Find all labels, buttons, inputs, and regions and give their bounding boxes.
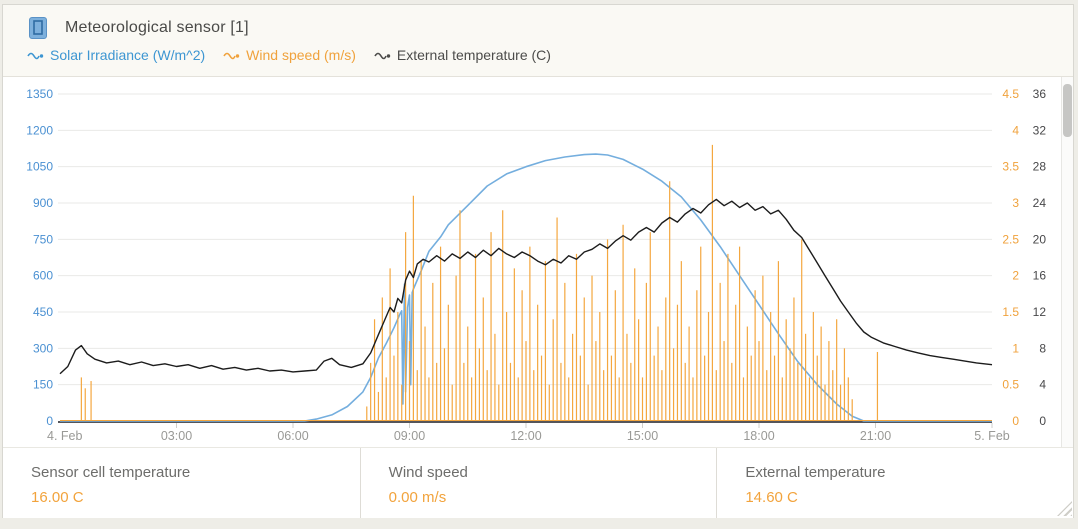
svg-text:900: 900 xyxy=(33,196,53,210)
svg-text:1200: 1200 xyxy=(26,123,53,137)
svg-text:3.5: 3.5 xyxy=(1002,160,1019,174)
stat-label: Wind speed xyxy=(388,464,468,481)
svg-text:4: 4 xyxy=(1039,378,1046,392)
svg-text:0: 0 xyxy=(1012,414,1019,428)
svg-text:36: 36 xyxy=(1033,87,1047,101)
legend-label: Solar Irradiance (W/m^2) xyxy=(50,47,206,63)
line-sample-icon xyxy=(27,52,44,60)
stat-external-temperature: External temperature 14.60 C xyxy=(716,448,1073,518)
chart-legend: Solar Irradiance (W/m^2) Wind speed (m/s… xyxy=(3,39,1073,63)
svg-text:4.5: 4.5 xyxy=(1002,87,1019,101)
stat-label: Sensor cell temperature xyxy=(31,464,191,481)
legend-label: Wind speed (m/s) xyxy=(246,47,356,63)
scrollbar-thumb[interactable] xyxy=(1063,84,1072,137)
svg-text:8: 8 xyxy=(1039,341,1046,355)
stat-value: 16.00 C xyxy=(31,489,84,506)
stat-value: 14.60 C xyxy=(745,489,798,506)
line-sample-icon xyxy=(223,52,240,60)
svg-text:03:00: 03:00 xyxy=(161,429,192,443)
svg-text:3: 3 xyxy=(1012,196,1019,210)
svg-text:2: 2 xyxy=(1012,269,1019,283)
stat-label: External temperature xyxy=(745,464,886,481)
svg-text:600: 600 xyxy=(33,269,53,283)
svg-text:5. Feb: 5. Feb xyxy=(974,429,1009,443)
stats-footer: Sensor cell temperature 16.00 C Wind spe… xyxy=(3,447,1073,518)
vertical-scrollbar[interactable] xyxy=(1061,77,1073,447)
svg-text:1350: 1350 xyxy=(26,87,53,101)
svg-text:0: 0 xyxy=(46,414,53,428)
svg-text:1050: 1050 xyxy=(26,160,53,174)
svg-text:4. Feb: 4. Feb xyxy=(47,429,82,443)
sensor-device-icon xyxy=(29,17,47,39)
line-sample-icon xyxy=(374,52,391,60)
meteorological-sensor-widget: Meteorological sensor [1] Solar Irradian… xyxy=(2,4,1074,518)
svg-text:15:00: 15:00 xyxy=(627,429,658,443)
svg-text:12: 12 xyxy=(1033,305,1047,319)
svg-text:450: 450 xyxy=(33,305,53,319)
stat-value: 0.00 m/s xyxy=(388,489,447,506)
chart-plot-area[interactable]: 0 150 300 450 600 750 900 1050 1200 1350 0 0.5 1 1.5 2… xyxy=(3,77,1073,447)
stat-sensor-cell-temperature: Sensor cell temperature 16.00 C xyxy=(3,448,360,518)
svg-text:18:00: 18:00 xyxy=(743,429,774,443)
svg-text:4: 4 xyxy=(1012,123,1019,137)
stat-wind-speed: Wind speed 0.00 m/s xyxy=(359,448,717,518)
svg-text:0: 0 xyxy=(1039,414,1046,428)
legend-item-solar-irradiance[interactable]: Solar Irradiance (W/m^2) xyxy=(27,47,205,63)
svg-text:1: 1 xyxy=(1012,341,1019,355)
widget-title: Meteorological sensor [1] xyxy=(65,19,249,36)
svg-text:150: 150 xyxy=(33,378,53,392)
svg-text:0.5: 0.5 xyxy=(1002,378,1019,392)
svg-text:1.5: 1.5 xyxy=(1002,305,1019,319)
svg-text:24: 24 xyxy=(1033,196,1047,210)
svg-text:20: 20 xyxy=(1033,232,1047,246)
svg-text:300: 300 xyxy=(33,341,53,355)
svg-text:16: 16 xyxy=(1033,269,1047,283)
svg-text:28: 28 xyxy=(1033,160,1047,174)
svg-text:09:00: 09:00 xyxy=(394,429,425,443)
svg-text:32: 32 xyxy=(1033,123,1047,137)
svg-text:06:00: 06:00 xyxy=(277,429,308,443)
svg-text:750: 750 xyxy=(33,232,53,246)
svg-text:21:00: 21:00 xyxy=(860,429,891,443)
svg-text:12:00: 12:00 xyxy=(510,429,541,443)
legend-item-wind-speed[interactable]: Wind speed (m/s) xyxy=(223,47,356,63)
widget-header: Meteorological sensor [1] Solar Irradian… xyxy=(3,5,1073,77)
meteorological-chart[interactable]: 0 150 300 450 600 750 900 1050 1200 1350 0 0.5 1 1.5 2… xyxy=(3,77,1075,447)
legend-item-external-temperature[interactable]: External temperature (C) xyxy=(374,47,551,63)
svg-text:2.5: 2.5 xyxy=(1002,232,1019,246)
legend-label: External temperature (C) xyxy=(396,47,551,63)
